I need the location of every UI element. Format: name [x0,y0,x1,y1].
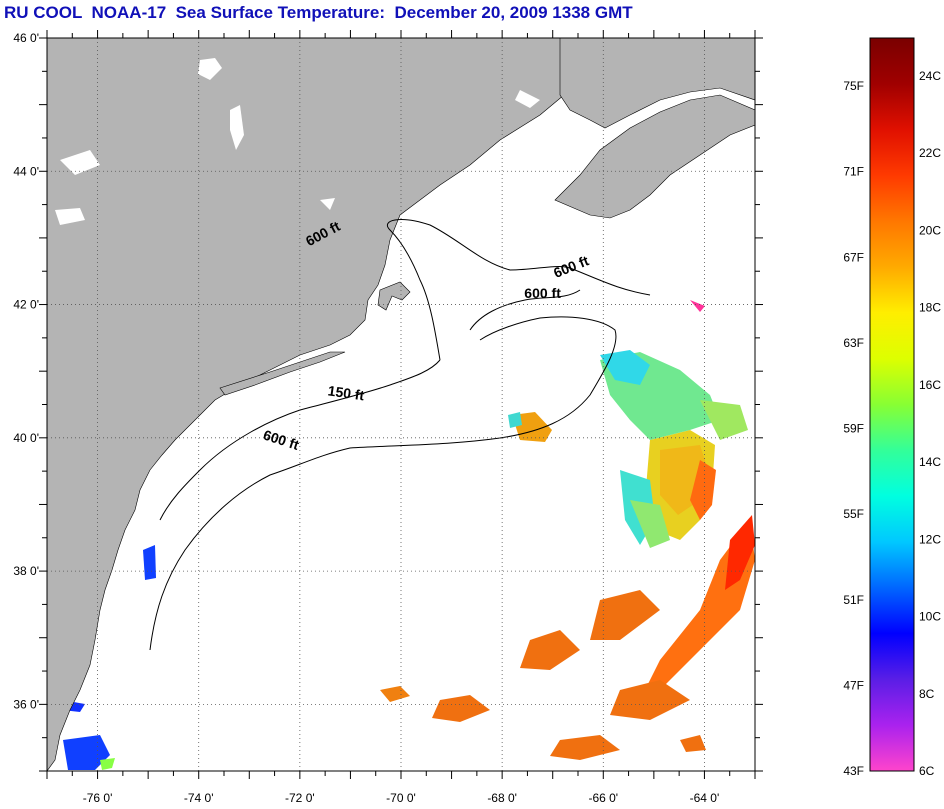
sst-patch-south-streak-8 [680,735,706,752]
sst-data-layer [62,300,755,770]
colorbar-f-label: 43F [843,764,864,778]
sst-patch-south-streak-5 [610,680,690,720]
colorbar-c-label: 16C [919,378,941,392]
lake-6 [515,90,540,108]
lat-tick-label: 36 0' [13,697,39,711]
longitude-labels: -76 0' -74 0' -72 0' -70 0' -68 0' -66 0' -64 … [83,791,720,805]
sst-patch-pamlico [63,735,110,770]
colorbar-f-label: 67F [843,250,864,264]
sst-patch-south-streak-7 [380,686,410,702]
contour-600ft-gulf-maine [387,219,651,361]
lat-tick-label: 38 0' [13,564,39,578]
land-long-island [219,351,346,396]
colorbar-f-label: 71F [843,165,864,179]
latitude-labels: 46 0' 44 0' 42 0' 40 0' 38 0' 36 0' [13,31,39,711]
map-title: RU COOL NOAA-17 Sea Surface Temperature:… [4,3,633,22]
contour-600ft-georges [469,289,581,331]
colorbar-f-label: 55F [843,507,864,521]
colorbar-f-label: 51F [843,593,864,607]
colorbar-c-label: 10C [919,610,941,624]
colorbar-c-label: 24C [919,69,941,83]
lat-tick-label: 46 0' [13,31,39,45]
lake-3 [60,150,100,175]
sst-patch-south-streak-3 [520,630,580,670]
sst-patch-south-red [725,515,755,590]
sst-patch-south-streak-2 [590,590,660,640]
contour-600ft-outer [149,316,617,651]
land-layer [47,38,755,771]
lon-tick-label: -76 0' [83,791,113,805]
colorbar-c-label: 12C [919,532,941,546]
colorbar [869,37,915,772]
sst-patch-warm-edge [690,460,716,520]
colorbar-c-label: 8C [919,687,935,701]
colorbar-c-label: 6C [919,764,935,778]
sst-patch-green-east [700,400,748,440]
lon-tick-label: -74 0' [184,791,214,805]
contour-label: 150 ft [327,382,366,403]
lon-tick-label: -66 0' [588,791,618,805]
lat-tick-label: 40 0' [13,431,39,445]
lon-tick-label: -64 0' [690,791,720,805]
lakes-layer [55,58,540,225]
sst-patch-delaware-bay [143,545,156,580]
lake-1 [198,58,222,80]
sst-patch-south-streak-4 [432,695,490,722]
colorbar-c-label: 20C [919,223,941,237]
sst-patch-eddy [512,412,552,442]
colorbar-f-label: 63F [843,336,864,350]
lon-tick-label: -68 0' [487,791,517,805]
land-nova-scotia [554,94,755,219]
lon-tick-label: -72 0' [285,791,315,805]
colorbar-c-label: 14C [919,455,941,469]
sst-patch-south-streak-1 [640,520,755,700]
colorbar-f-label: 47F [843,678,864,692]
sst-patch-coastal-green [100,758,115,770]
lat-tick-label: 42 0' [13,298,39,312]
land-cape-cod [377,281,411,311]
contour-label: 600 ft [524,285,561,301]
lake-5 [320,198,335,210]
lake-2 [230,105,244,150]
lake-4 [55,208,85,225]
lon-tick-label: -70 0' [386,791,416,805]
lat-tick-label: 44 0' [13,164,39,178]
colorbar-c-label: 18C [919,301,941,315]
sst-patch-eddy-cyan [508,412,522,428]
colorbar-c-label: 22C [919,146,941,160]
sst-patch-magenta [690,300,705,312]
colorbar-f-label: 59F [843,422,864,436]
land-new-brunswick [559,38,755,129]
colorbar-labels: 75F 71F 67F 63F 59F 55F 51F 47F 43F 24C 22C 20C 18C 1… [843,69,941,778]
sst-patch-south-streak-6 [550,735,620,760]
axis-ticks [39,30,763,779]
sst-patch-green-south [630,500,670,548]
sst-patch-slope-cyan [600,350,650,385]
colorbar-f-label: 75F [843,79,864,93]
